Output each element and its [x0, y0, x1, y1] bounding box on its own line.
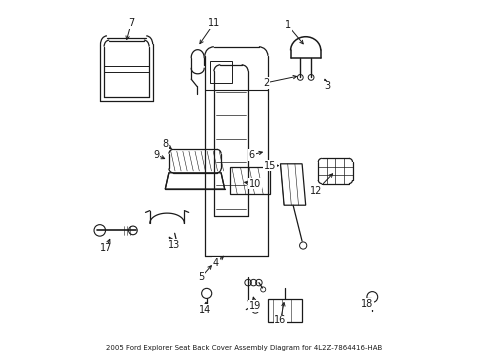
Text: 16: 16 — [274, 315, 286, 325]
Bar — [267, 299, 302, 322]
Text: 2: 2 — [263, 78, 269, 88]
Text: 15: 15 — [263, 161, 275, 171]
Text: 18: 18 — [360, 299, 372, 309]
Text: 6: 6 — [248, 150, 254, 160]
Bar — [210, 61, 232, 83]
Text: 17: 17 — [100, 243, 112, 253]
Bar — [230, 167, 269, 194]
Text: 7: 7 — [128, 18, 134, 28]
Text: 9: 9 — [153, 150, 159, 160]
Text: 10: 10 — [249, 179, 261, 189]
Text: 3: 3 — [324, 81, 330, 91]
Text: 19: 19 — [249, 301, 261, 311]
Text: 5: 5 — [198, 272, 204, 282]
Text: 12: 12 — [310, 186, 322, 196]
Text: 13: 13 — [168, 240, 180, 250]
Text: 4: 4 — [212, 258, 218, 268]
Text: 14: 14 — [198, 305, 211, 315]
Text: 8: 8 — [162, 139, 168, 149]
Text: 1: 1 — [284, 20, 290, 30]
Text: 11: 11 — [207, 18, 220, 28]
Text: 2005 Ford Explorer Seat Back Cover Assembly Diagram for 4L2Z-7864416-HAB: 2005 Ford Explorer Seat Back Cover Assem… — [106, 345, 382, 351]
